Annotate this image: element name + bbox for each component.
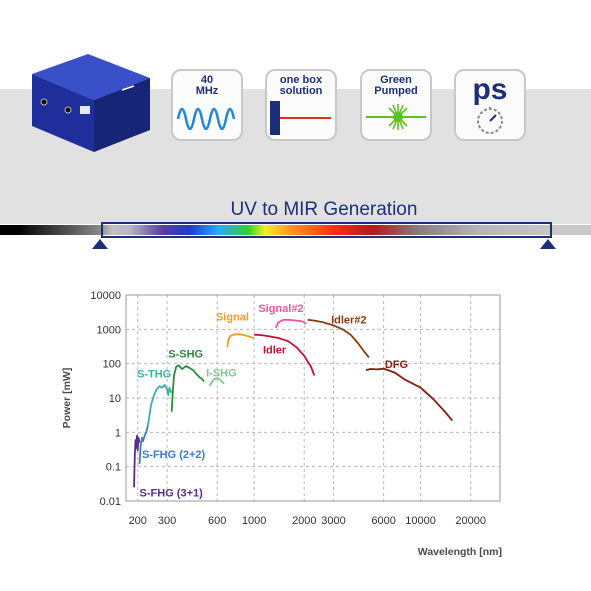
laser-device-image (32, 54, 150, 152)
series-label: Idler (263, 344, 287, 356)
generation-title: UV to MIR Generation (230, 199, 418, 220)
series-line-7 (254, 333, 316, 376)
range-right-marker-icon (540, 239, 556, 249)
plot-frame (125, 294, 501, 502)
series-line-3 (170, 364, 205, 412)
series-label: S-FHG (3+1) (140, 488, 204, 500)
y-tick-labels: 0.01 0.1 1 10 100 1000 10000 (90, 290, 121, 508)
x-tick-label: 3000 (321, 515, 345, 527)
series-label: S-THG (137, 368, 171, 380)
x-tick-labels: 200 300 600 1000 2000 3000 6000 10000 20000 (129, 515, 486, 527)
feature-tile-one-box: one box solution (265, 69, 337, 141)
y-tick-label: 1000 (97, 324, 121, 336)
series-label: Signal (216, 312, 249, 324)
range-left-marker-icon (92, 239, 108, 249)
feature-tile-green-pumped: Green Pumped (360, 69, 432, 141)
y-tick-label: 1 (115, 427, 121, 439)
series-line-0 (133, 434, 141, 488)
y-tick-label: 0.1 (106, 462, 121, 474)
feature-label: ps (472, 73, 508, 106)
feature-label: 40 MHz (195, 74, 219, 97)
green-laser-burst-icon (366, 104, 426, 130)
series-line-9 (365, 367, 453, 422)
series-line-6 (274, 318, 307, 329)
series-label: S-SHG (168, 349, 203, 361)
y-tick-label: 0.01 (100, 496, 121, 508)
x-tick-label: 300 (158, 515, 176, 527)
stopwatch-icon (477, 107, 503, 134)
y-tick-label: 10000 (90, 290, 121, 302)
series-line-5 (226, 333, 255, 348)
y-tick-label: 100 (103, 359, 121, 371)
y-axis-label: Power [mW] (61, 368, 73, 429)
series-line-2 (147, 384, 173, 426)
series-label: DFG (385, 359, 408, 371)
spectrum-range-frame (101, 222, 552, 238)
x-tick-label: 200 (129, 515, 147, 527)
series-line-4 (208, 377, 225, 387)
series-label: I-SHG (206, 368, 237, 380)
x-tick-label: 1000 (242, 515, 266, 527)
x-tick-label: 600 (208, 515, 226, 527)
power-wavelength-chart: 200 300 600 1000 2000 3000 6000 10000 20000 0.01… (61, 290, 502, 558)
feature-label: Green Pumped (374, 74, 418, 97)
series-line-1 (138, 425, 149, 464)
series-label: Signal#2 (258, 303, 303, 315)
feature-tile-ps: ps (454, 69, 526, 141)
feature-tile-40mhz: 40 MHz (171, 69, 243, 141)
series-line-8 (307, 318, 370, 359)
chart-grid (126, 294, 500, 502)
sine-wave-icon (176, 107, 236, 131)
feature-label: one box solution (279, 74, 323, 97)
x-tick-label: 10000 (405, 515, 436, 527)
laser-box-icon (270, 101, 331, 135)
x-axis-label: Wavelength [nm] (418, 546, 502, 558)
series-label: Idler#2 (331, 314, 366, 326)
spectrum-bar (0, 225, 591, 235)
series-label: S-FHG (2+2) (142, 449, 206, 461)
y-tick-label: 10 (109, 393, 121, 405)
x-tick-label: 20000 (455, 515, 486, 527)
x-tick-label: 2000 (292, 515, 316, 527)
x-tick-label: 6000 (371, 515, 395, 527)
